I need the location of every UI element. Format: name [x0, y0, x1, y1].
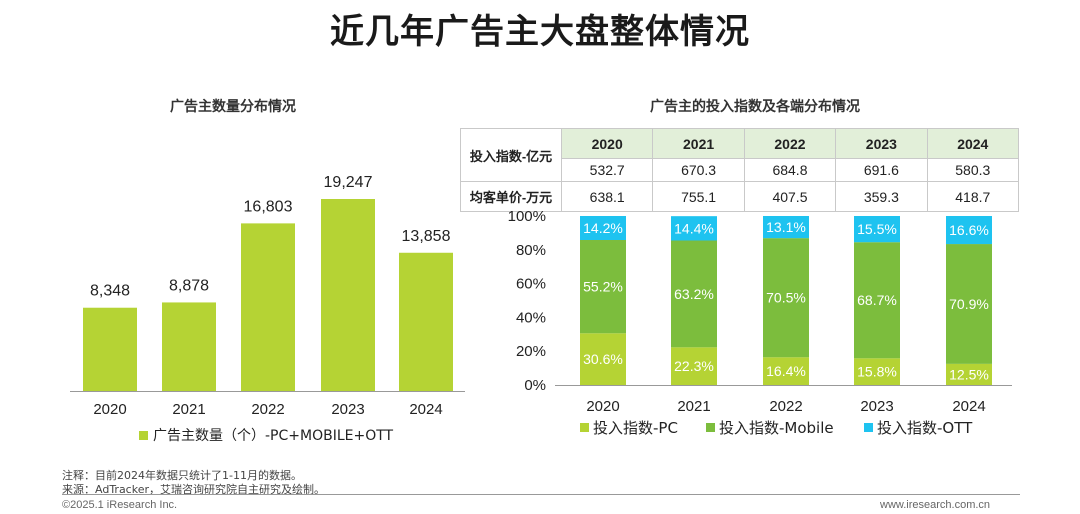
y-tick-label: 100% [508, 208, 546, 225]
legend-label: 投入指数-OTT [877, 419, 973, 437]
stack-2024-投入指数-OTT [946, 216, 992, 245]
bar-2023 [321, 199, 375, 391]
table-year: 2020 [561, 128, 654, 159]
stack-2023-投入指数-OTT [854, 216, 900, 243]
table-cell: 407.5 [744, 181, 837, 212]
stack-2021-投入指数-Mobile [671, 240, 717, 348]
x-tick-label: 2024 [952, 398, 985, 415]
y-tick-label: 0% [524, 377, 546, 394]
segment-value-label: 15.5% [857, 221, 897, 237]
x-tick-label: 2020 [586, 398, 619, 415]
row2-label: 均客单价-万元 [460, 181, 562, 212]
table-cell: 418.7 [927, 181, 1020, 212]
segment-value-label: 15.8% [857, 364, 897, 380]
stack-2021-投入指数-PC [671, 347, 717, 385]
stack-2023-投入指数-PC [854, 358, 900, 385]
stack-2020-投入指数-OTT [580, 216, 626, 240]
left-chart-title: 广告主数量分布情况 [170, 99, 296, 115]
segment-value-label: 30.6% [583, 351, 623, 367]
x-tick-label: 2021 [677, 398, 710, 415]
segment-value-label: 14.4% [674, 220, 714, 236]
x-tick-label: 2023 [860, 398, 893, 415]
table-cell: 755.1 [652, 181, 745, 212]
bar-value-label: 19,247 [324, 174, 373, 191]
table-year: 2023 [835, 128, 928, 159]
table-year: 2021 [652, 128, 745, 159]
segment-value-label: 13.1% [766, 219, 806, 235]
bar-value-label: 16,803 [244, 198, 293, 215]
segment-value-label: 68.7% [857, 292, 897, 308]
segment-value-label: 55.2% [583, 279, 623, 295]
stack-2022-投入指数-PC [763, 357, 809, 385]
table-row: 532.7 670.3 684.8 691.6 580.3 [461, 158, 1020, 182]
legend-label: 投入指数-Mobile [719, 419, 834, 437]
table-row: 均客单价-万元 638.1 755.1 407.5 359.3 418.7 [460, 181, 1020, 212]
note-text: 注释：目前2024年数据只统计了1-11月的数据。 [62, 469, 302, 482]
y-tick-label: 80% [516, 242, 546, 259]
y-tick-label: 60% [516, 276, 546, 293]
bar-value-label: 8,878 [169, 277, 209, 294]
source-text: 来源：AdTracker，艾瑞咨询研究院自主研究及绘制。 [62, 483, 325, 496]
segment-value-label: 16.6% [949, 222, 989, 238]
table-cell: 670.3 [652, 158, 745, 182]
index-table: 投入指数-亿元 2020 2021 2022 2023 2024 532.7 6… [460, 128, 1020, 212]
stack-2021-投入指数-OTT [671, 216, 717, 241]
table-cell: 532.7 [561, 158, 654, 182]
stack-2022-投入指数-OTT [763, 216, 809, 239]
bar-2021 [162, 302, 216, 391]
segment-value-label: 16.4% [766, 363, 806, 379]
segment-value-label: 22.3% [674, 358, 714, 374]
x-tick-label: 2020 [93, 401, 126, 418]
site-url: www.iresearch.com.cn [880, 499, 991, 511]
segment-value-label: 12.5% [949, 366, 989, 382]
page-title: 近几年广告主大盘整体情况 [330, 12, 750, 52]
legend-label: 广告主数量（个）-PC+MOBILE+OTT [153, 428, 394, 444]
bar-2022 [241, 223, 295, 391]
bar-value-label: 8,348 [90, 283, 130, 300]
table-year: 2024 [927, 128, 1020, 159]
table-cell: 580.3 [927, 158, 1020, 182]
table-cell: 359.3 [835, 181, 928, 212]
right-chart-title: 广告主的投入指数及各端分布情况 [650, 99, 860, 115]
segment-value-label: 70.5% [766, 290, 806, 306]
stack-2024-投入指数-PC [946, 363, 992, 385]
legend-swatch [706, 423, 715, 432]
stack-2023-投入指数-Mobile [854, 242, 900, 359]
legend-swatch [139, 431, 148, 440]
legend-swatch [580, 423, 589, 432]
bar-value-label: 13,858 [402, 228, 451, 245]
table-cell: 638.1 [561, 181, 654, 212]
bar-2024 [399, 252, 453, 391]
y-tick-label: 20% [516, 343, 546, 360]
table-header-row: 投入指数-亿元 2020 2021 2022 2023 2024 [460, 128, 1020, 182]
segment-value-label: 14.2% [583, 220, 623, 236]
x-tick-label: 2021 [172, 401, 205, 418]
legend-swatch [864, 423, 873, 432]
segment-value-label: 70.9% [949, 296, 989, 312]
stack-2020-投入指数-PC [580, 333, 626, 385]
x-tick-label: 2022 [769, 398, 802, 415]
stack-2020-投入指数-Mobile [580, 239, 626, 334]
footer-divider [62, 494, 1020, 495]
x-tick-label: 2024 [409, 401, 442, 418]
row1-label: 投入指数-亿元 [460, 128, 562, 182]
table-year: 2022 [744, 128, 837, 159]
stack-2022-投入指数-Mobile [763, 238, 809, 358]
table-cell: 691.6 [835, 158, 928, 182]
bar-2020 [83, 307, 137, 391]
stack-2024-投入指数-Mobile [946, 244, 992, 364]
table-cell: 684.8 [744, 158, 837, 182]
copyright: ©2025.1 iResearch Inc. [62, 499, 178, 511]
y-tick-label: 40% [516, 309, 546, 326]
legend-label: 投入指数-PC [593, 419, 678, 437]
x-tick-label: 2023 [331, 401, 364, 418]
x-tick-label: 2022 [251, 401, 284, 418]
segment-value-label: 63.2% [674, 286, 714, 302]
